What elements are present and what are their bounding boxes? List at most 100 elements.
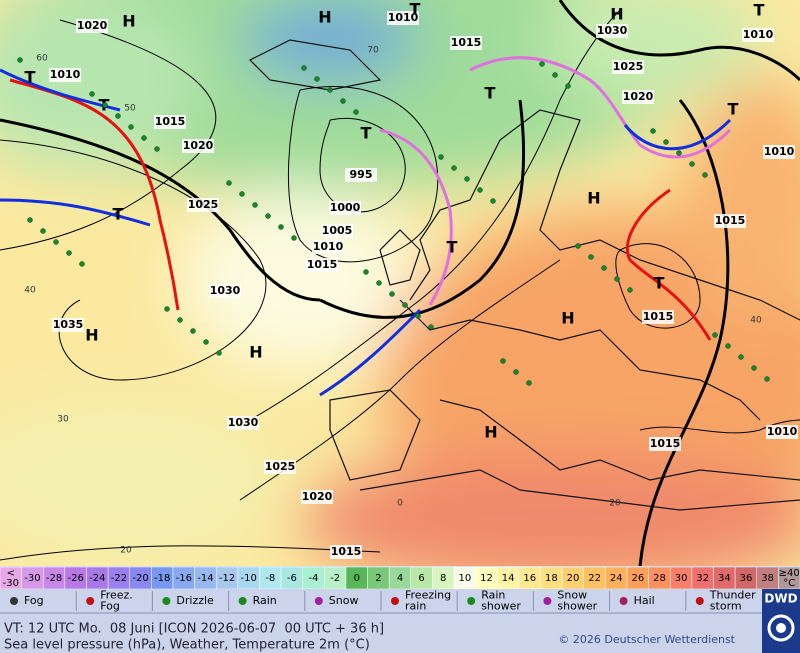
isobar-label-bg — [49, 68, 81, 82]
weather-symbol — [164, 306, 170, 312]
scale-label: -24 — [89, 573, 105, 584]
logo-box — [762, 589, 800, 653]
pressure-center: T — [654, 274, 665, 293]
weather-symbol — [301, 65, 307, 71]
legend-label: Rain — [253, 594, 277, 607]
scale-label: 26 — [631, 573, 644, 584]
copyright: © 2026 Deutscher Wetterdienst — [558, 633, 735, 646]
legend-label: Snow shower — [557, 589, 597, 613]
weather-symbol — [79, 261, 85, 267]
isobar-label: 1015 — [451, 36, 482, 49]
isobar-label-bg — [182, 139, 214, 153]
scale-label: 16 — [523, 573, 536, 584]
isobar-label: 1005 — [322, 224, 353, 237]
weather-symbol — [141, 135, 147, 141]
isobar-label: 1020 — [623, 90, 654, 103]
isobar-label-bg — [450, 36, 482, 50]
weather-symbol — [265, 213, 271, 219]
legend-label: Freezing rain — [405, 589, 451, 613]
grid-label: 70 — [367, 46, 379, 56]
logo-text: DWD — [764, 592, 797, 606]
isobar-label: 1015 — [331, 545, 362, 558]
logo-swirl — [767, 614, 795, 642]
isobar-label-bg — [387, 11, 419, 25]
weather-symbol — [226, 180, 232, 186]
weather-symbol — [477, 187, 483, 193]
isobar-label: 1035 — [53, 318, 84, 331]
legend-label: Rain shower — [481, 589, 521, 613]
scale-label: 12 — [480, 573, 493, 584]
weather-symbol — [402, 302, 408, 308]
isobar-label: 1030 — [228, 416, 259, 429]
scale-label: -20 — [132, 573, 148, 584]
map — [0, 0, 800, 566]
isobar-label-bg — [763, 145, 795, 159]
weather-symbol — [438, 154, 444, 160]
weather-symbol — [177, 317, 183, 323]
isobar-label-bg — [312, 240, 344, 254]
isobar-label: 1015 — [155, 115, 186, 128]
scale-label: -6 — [287, 573, 297, 584]
isobar-label: 1025 — [188, 198, 219, 211]
isobar-label: 1020 — [183, 139, 214, 152]
scale-label: -30 — [24, 573, 40, 584]
weather-symbol — [725, 343, 731, 349]
legend-icon — [162, 597, 171, 605]
weather-symbol — [340, 98, 346, 104]
pressure-center: T — [728, 100, 739, 119]
scale-label: 22 — [588, 573, 601, 584]
isobar-label-bg — [209, 284, 241, 298]
isobar-label: 1020 — [77, 19, 108, 32]
weather-symbol — [464, 176, 470, 182]
isobar-label-bg — [329, 201, 361, 215]
isobar-label: 1015 — [650, 437, 681, 450]
weather-symbol — [27, 217, 33, 223]
weather-symbol — [614, 276, 620, 282]
pressure-center: T — [410, 0, 421, 19]
isobar-label-bg — [227, 416, 259, 430]
isobar-label: 1010 — [388, 11, 419, 24]
weather-symbol — [702, 172, 708, 178]
weather-symbol — [689, 161, 695, 167]
pressure-center: T — [754, 1, 765, 20]
temperature-field — [0, 0, 800, 566]
grid-label: 0 — [397, 499, 403, 509]
weather-symbol — [252, 202, 258, 208]
pressure-center: T — [25, 68, 36, 87]
weather-symbol — [428, 324, 434, 330]
isobar-label-bg — [76, 19, 108, 33]
weather-symbol — [216, 350, 222, 356]
pressure-center: H — [484, 423, 497, 442]
weather-symbol — [327, 87, 333, 93]
pressure-center: T — [447, 238, 458, 257]
scale-label: -2 — [330, 573, 340, 584]
legend-label: Hail — [634, 594, 655, 607]
weather-symbol — [239, 191, 245, 197]
isobar-label-bg — [766, 425, 798, 439]
weather-symbol — [627, 287, 633, 293]
weather-symbol — [415, 313, 421, 319]
color-scale: < -30 -30 -28 -26 -24 -22 -20 -18 -16 -14 -12 -10 -8-… — [0, 566, 800, 590]
pressure-center: H — [85, 326, 98, 345]
weather-symbol — [588, 254, 594, 260]
weather-symbol — [203, 339, 209, 345]
isobar-label: 1025 — [613, 60, 644, 73]
scale-label: < -30 — [3, 568, 19, 589]
scale-label: 38 — [761, 573, 774, 584]
legend-icon — [86, 597, 95, 605]
grid-label: 20 — [120, 546, 132, 556]
weather-symbol — [53, 239, 59, 245]
weather-symbol — [712, 332, 718, 338]
isobar-label: 1030 — [597, 24, 628, 37]
legend-icon — [467, 597, 476, 605]
weather-symbol — [663, 139, 669, 145]
scale-label: 4 — [397, 573, 403, 584]
isobar-label: 1000 — [330, 201, 361, 214]
weather-legend: Fog Freez. Fog Drizzle Rain Snow Freezing rain R… — [10, 589, 756, 613]
isobar-label: 1030 — [210, 284, 241, 297]
weather-symbol — [676, 150, 682, 156]
weather-symbol — [565, 83, 571, 89]
weather-symbol — [17, 57, 23, 63]
grid-label: 40 — [750, 316, 762, 326]
